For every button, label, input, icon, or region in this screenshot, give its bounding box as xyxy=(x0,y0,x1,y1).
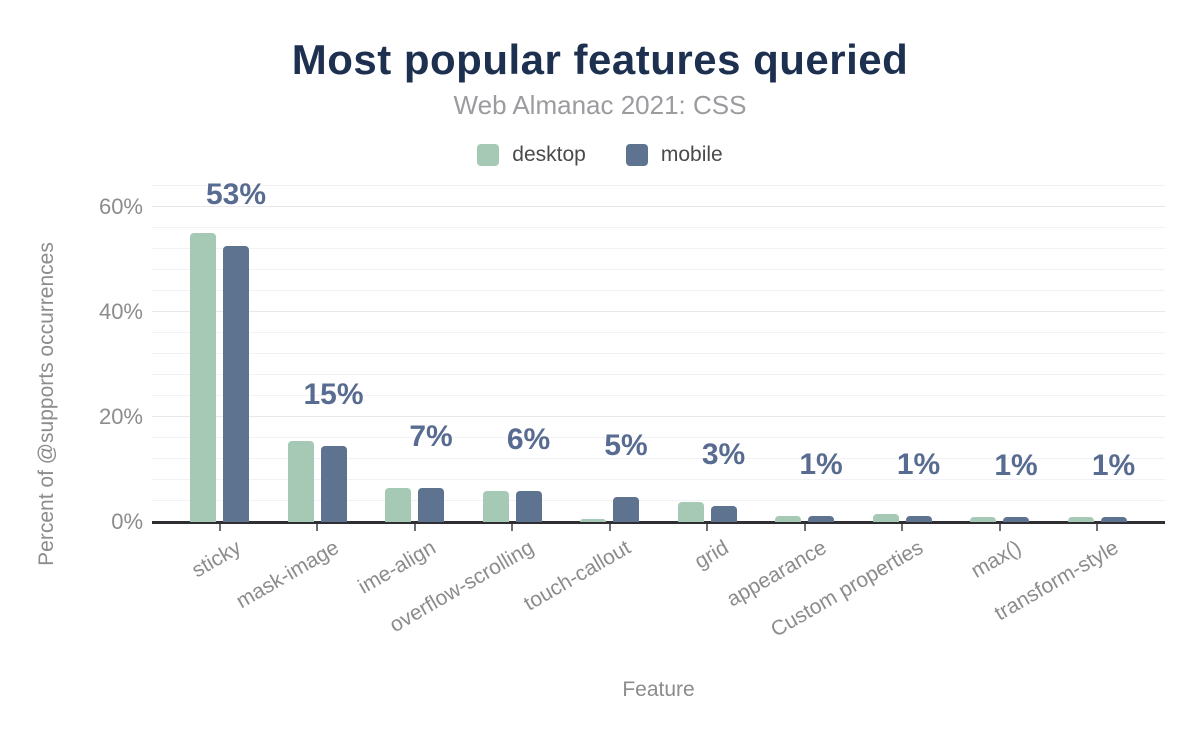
bar-desktop-overflow-scrolling[interactable] xyxy=(482,490,509,522)
x-axis-tick-max() xyxy=(998,524,1001,531)
bar-mobile-sticky[interactable] xyxy=(223,246,249,522)
x-axis-tick-sticky xyxy=(218,524,221,531)
bar-group-max() xyxy=(951,186,1049,522)
bar-value-label-Custom properties: 1% xyxy=(896,447,941,481)
y-tick-label-0%: 0% xyxy=(111,509,143,534)
bar-value-label-max(): 1% xyxy=(994,448,1038,482)
bar-mobile-max()[interactable] xyxy=(1003,516,1029,522)
bar-mobile-overflow-scrolling[interactable] xyxy=(515,490,542,522)
bar-desktop-max()[interactable] xyxy=(970,516,996,522)
bar-group-touch-callout xyxy=(561,186,659,522)
x-tick-label-grid: grid xyxy=(690,536,733,574)
gridline-12 xyxy=(152,458,1165,459)
bar-desktop-appearance[interactable] xyxy=(775,516,801,522)
bar-mobile-grid[interactable] xyxy=(710,506,737,522)
bar-mobile-mask-image[interactable] xyxy=(320,445,347,522)
legend-item-desktop[interactable]: desktop xyxy=(477,143,586,167)
bar-group-mask-image xyxy=(268,186,366,522)
x-axis-title: Feature xyxy=(622,678,695,701)
y-tick-label-40%: 40% xyxy=(98,299,143,324)
desktop-swatch-icon xyxy=(477,144,500,166)
x-tick-label-overflow-scrolling: overflow-scrolling xyxy=(385,536,538,638)
bar-group-appearance xyxy=(756,186,854,522)
x-tick-label-sticky: sticky xyxy=(188,536,245,583)
bar-value-label-sticky: 53% xyxy=(205,178,267,212)
x-tick-label-appearance: appearance xyxy=(722,536,830,612)
bar-mobile-ime-align[interactable] xyxy=(418,487,444,522)
legend-item-mobile[interactable]: mobile xyxy=(625,143,723,167)
gridline-40 xyxy=(152,311,1165,312)
bar-desktop-grid[interactable] xyxy=(677,502,704,522)
bar-mobile-touch-callout[interactable] xyxy=(613,497,639,522)
gridline-4 xyxy=(152,500,1165,501)
x-axis-tick-ime-align xyxy=(413,524,416,531)
x-tick-label-ime-align: ime-align xyxy=(354,536,440,599)
bar-desktop-mask-image[interactable] xyxy=(287,440,314,522)
x-tick-label-touch-callout: touch-callout xyxy=(520,536,635,616)
plot-area: 53% 15% 7% 6% 5% 3% 1% 1% 1% 1% xyxy=(152,180,1165,531)
chart-subtitle: Web Almanac 2021: CSS xyxy=(453,90,747,120)
bar-desktop-sticky[interactable] xyxy=(190,233,216,522)
gridline-32 xyxy=(152,353,1165,354)
bar-value-label-touch-callout: 5% xyxy=(604,429,648,463)
chart-title: Most popular features queried xyxy=(291,36,909,83)
x-axis-tick-appearance xyxy=(803,524,806,531)
legend: desktop mobile xyxy=(0,143,1200,167)
gridline-44 xyxy=(152,290,1165,291)
bar-group-sticky xyxy=(171,186,269,522)
gridline-64 xyxy=(152,185,1165,186)
gridline-24 xyxy=(152,395,1165,396)
bar-value-label-transform-style: 1% xyxy=(1091,448,1136,482)
gridline-48 xyxy=(152,269,1165,270)
x-axis-tick-Custom properties xyxy=(901,524,903,531)
bar-group-ime-align xyxy=(366,186,464,522)
x-tick-label-mask-image: mask-image xyxy=(231,536,343,614)
y-axis-tick-labels: 0% 20% 40% 60% xyxy=(53,0,143,742)
bar-desktop-Custom properties[interactable] xyxy=(872,514,899,522)
bar-value-label-grid: 3% xyxy=(701,438,746,472)
y-tick-label-20%: 20% xyxy=(98,404,143,429)
y-tick-label-60%: 60% xyxy=(98,194,143,219)
x-tick-label-transform-style: transform-style xyxy=(990,536,1123,626)
gridline-28 xyxy=(152,374,1165,375)
y-axis-title: Percent of @supports occurrences xyxy=(35,242,58,566)
bar-group-transform-style xyxy=(1048,186,1146,522)
x-axis-tick-grid xyxy=(706,524,708,531)
x-tick-label-max(): max() xyxy=(967,536,1025,583)
legend-label-mobile: mobile xyxy=(660,143,723,166)
gridline-20 xyxy=(152,416,1165,417)
x-axis-tick-mask-image xyxy=(316,524,318,531)
bar-mobile-appearance[interactable] xyxy=(808,516,834,522)
x-axis-tick-transform-style xyxy=(1096,524,1098,531)
gridline-56 xyxy=(152,227,1165,228)
bar-value-label-mask-image: 15% xyxy=(303,377,364,411)
x-axis-line xyxy=(152,521,1165,524)
gridline-8 xyxy=(152,479,1165,480)
mobile-swatch-icon xyxy=(625,144,648,166)
x-axis-tick-overflow-scrolling xyxy=(511,524,513,531)
bar-desktop-ime-align[interactable] xyxy=(385,487,411,522)
gridline-36 xyxy=(152,332,1165,333)
bar-mobile-transform-style[interactable] xyxy=(1100,516,1127,522)
x-tick-label-Custom properties: Custom properties xyxy=(767,536,928,642)
bar-value-label-appearance: 1% xyxy=(799,448,843,482)
bar-desktop-transform-style[interactable] xyxy=(1067,516,1094,522)
bar-group-grid xyxy=(658,186,756,522)
x-axis-tick-touch-callout xyxy=(608,524,611,531)
gridline-60 xyxy=(152,206,1165,207)
bar-mobile-Custom properties[interactable] xyxy=(905,515,932,522)
bar-value-label-ime-align: 7% xyxy=(409,419,453,453)
bar-desktop-touch-callout[interactable] xyxy=(580,518,606,522)
bar-group-Custom properties xyxy=(853,186,951,522)
legend-label-desktop: desktop xyxy=(512,143,586,166)
bar-group-overflow-scrolling xyxy=(463,186,561,522)
gridline-52 xyxy=(152,248,1165,249)
gridline-16 xyxy=(152,437,1165,438)
bar-value-label-overflow-scrolling: 6% xyxy=(506,422,551,456)
